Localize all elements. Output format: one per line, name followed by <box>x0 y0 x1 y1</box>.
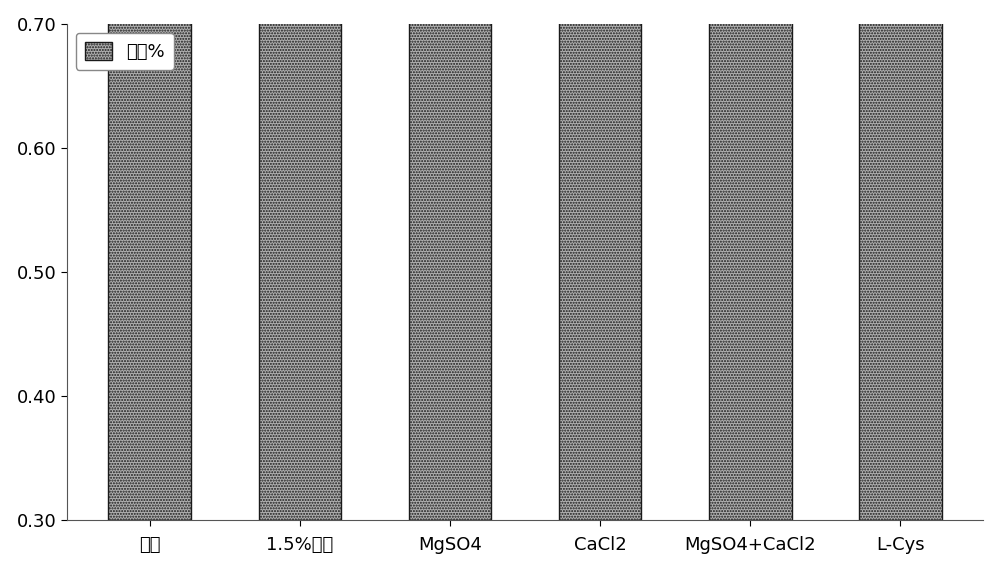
Bar <box>409 0 491 520</box>
Bar <box>108 0 191 520</box>
Legend: 酸度%: 酸度% <box>76 33 174 70</box>
Bar <box>859 0 942 520</box>
Bar <box>259 0 341 520</box>
Bar <box>559 0 641 520</box>
Bar <box>709 0 792 520</box>
